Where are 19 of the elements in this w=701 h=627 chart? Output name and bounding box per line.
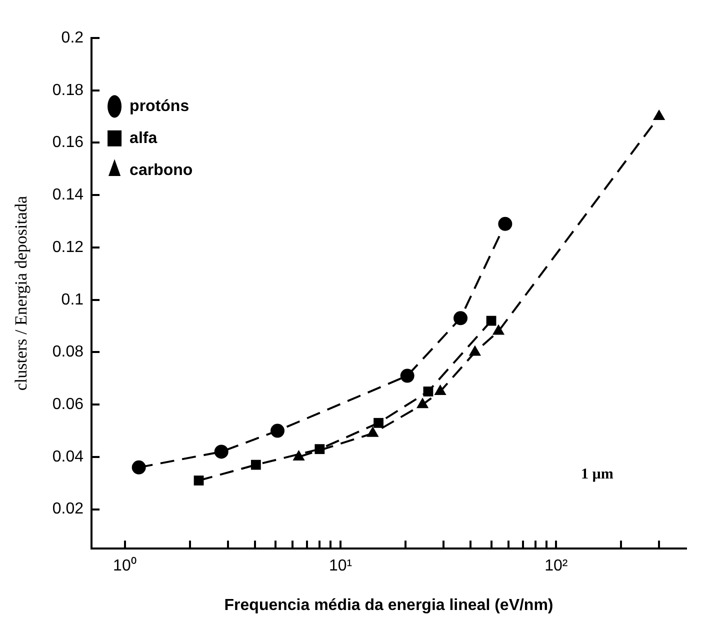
x-tick-label: 10⁰: [113, 556, 137, 575]
legend-label: protóns: [130, 98, 190, 115]
annotation: 1 µm: [581, 466, 614, 483]
x-tick-label: 10²: [544, 558, 568, 575]
x-axis-title: Frequencia média da energia lineal (eV/nm): [224, 596, 554, 614]
y-tick-label: 0.02: [52, 500, 84, 518]
y-tick-label: 0.14: [52, 186, 84, 204]
y-tick-label: 0.06: [52, 396, 84, 413]
y-tick-label: 0.12: [52, 238, 84, 256]
y-tick-label: 0.1: [61, 291, 84, 308]
legend-label: carbono: [130, 162, 193, 179]
legend-label: alfa: [130, 130, 158, 147]
x-tick-label: 10¹: [329, 558, 352, 575]
y-axis-title: clusters / Energia depositada: [12, 196, 31, 391]
y-tick-label: 0.08: [52, 344, 84, 361]
y-tick-label: 0.18: [52, 82, 84, 99]
y-tick-label: 0.16: [52, 134, 84, 152]
y-tick-label: 0.04: [52, 448, 84, 466]
y-tick-label: 0.2: [61, 29, 84, 46]
